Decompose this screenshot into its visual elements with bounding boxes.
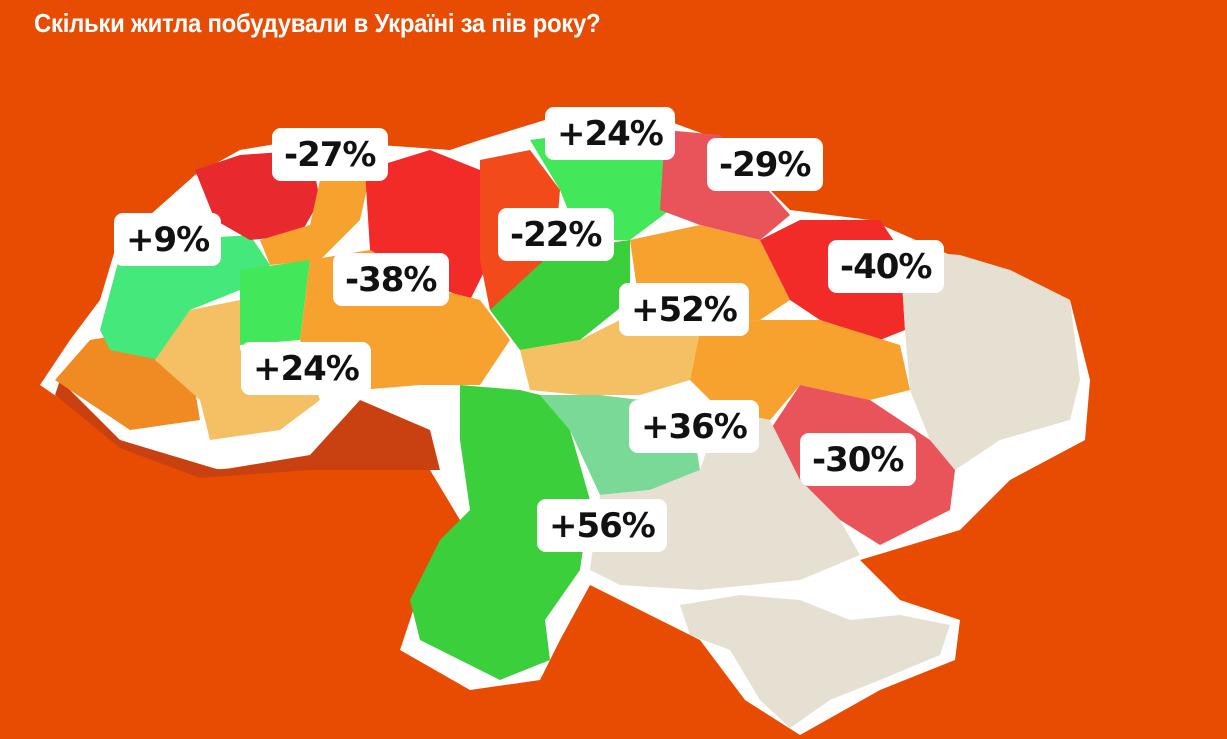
region-rivne	[260, 175, 370, 265]
label-kharkiv: -40%	[828, 240, 944, 293]
label-volyn: -27%	[272, 128, 388, 181]
region-odesa	[410, 385, 590, 680]
label-zakarpattia: +9%	[114, 213, 222, 266]
label-kyiv: -22%	[498, 208, 614, 261]
label-zaporizhzhia: -30%	[800, 433, 916, 486]
region-cherkasy	[490, 240, 630, 350]
map-side	[55, 380, 440, 478]
region-ternopil	[155, 300, 320, 440]
label-zhytomyr: -38%	[333, 253, 449, 306]
region-dnipropetrovsk	[690, 320, 910, 420]
region-zakarpattia	[100, 235, 270, 360]
label-chernihiv: +24%	[545, 107, 675, 160]
region-crimea	[680, 595, 950, 728]
label-sumy: -29%	[707, 138, 823, 191]
label-ternopil: +24%	[241, 342, 371, 395]
region-khmelnytskyi	[240, 260, 310, 345]
label-odesa: +56%	[537, 499, 667, 552]
page-title: Скільки житла побудували в Україні за пі…	[34, 8, 601, 38]
region-luhansk	[900, 250, 1080, 470]
label-poltava: +52%	[619, 283, 749, 336]
label-mykolaiv: +36%	[629, 400, 759, 453]
